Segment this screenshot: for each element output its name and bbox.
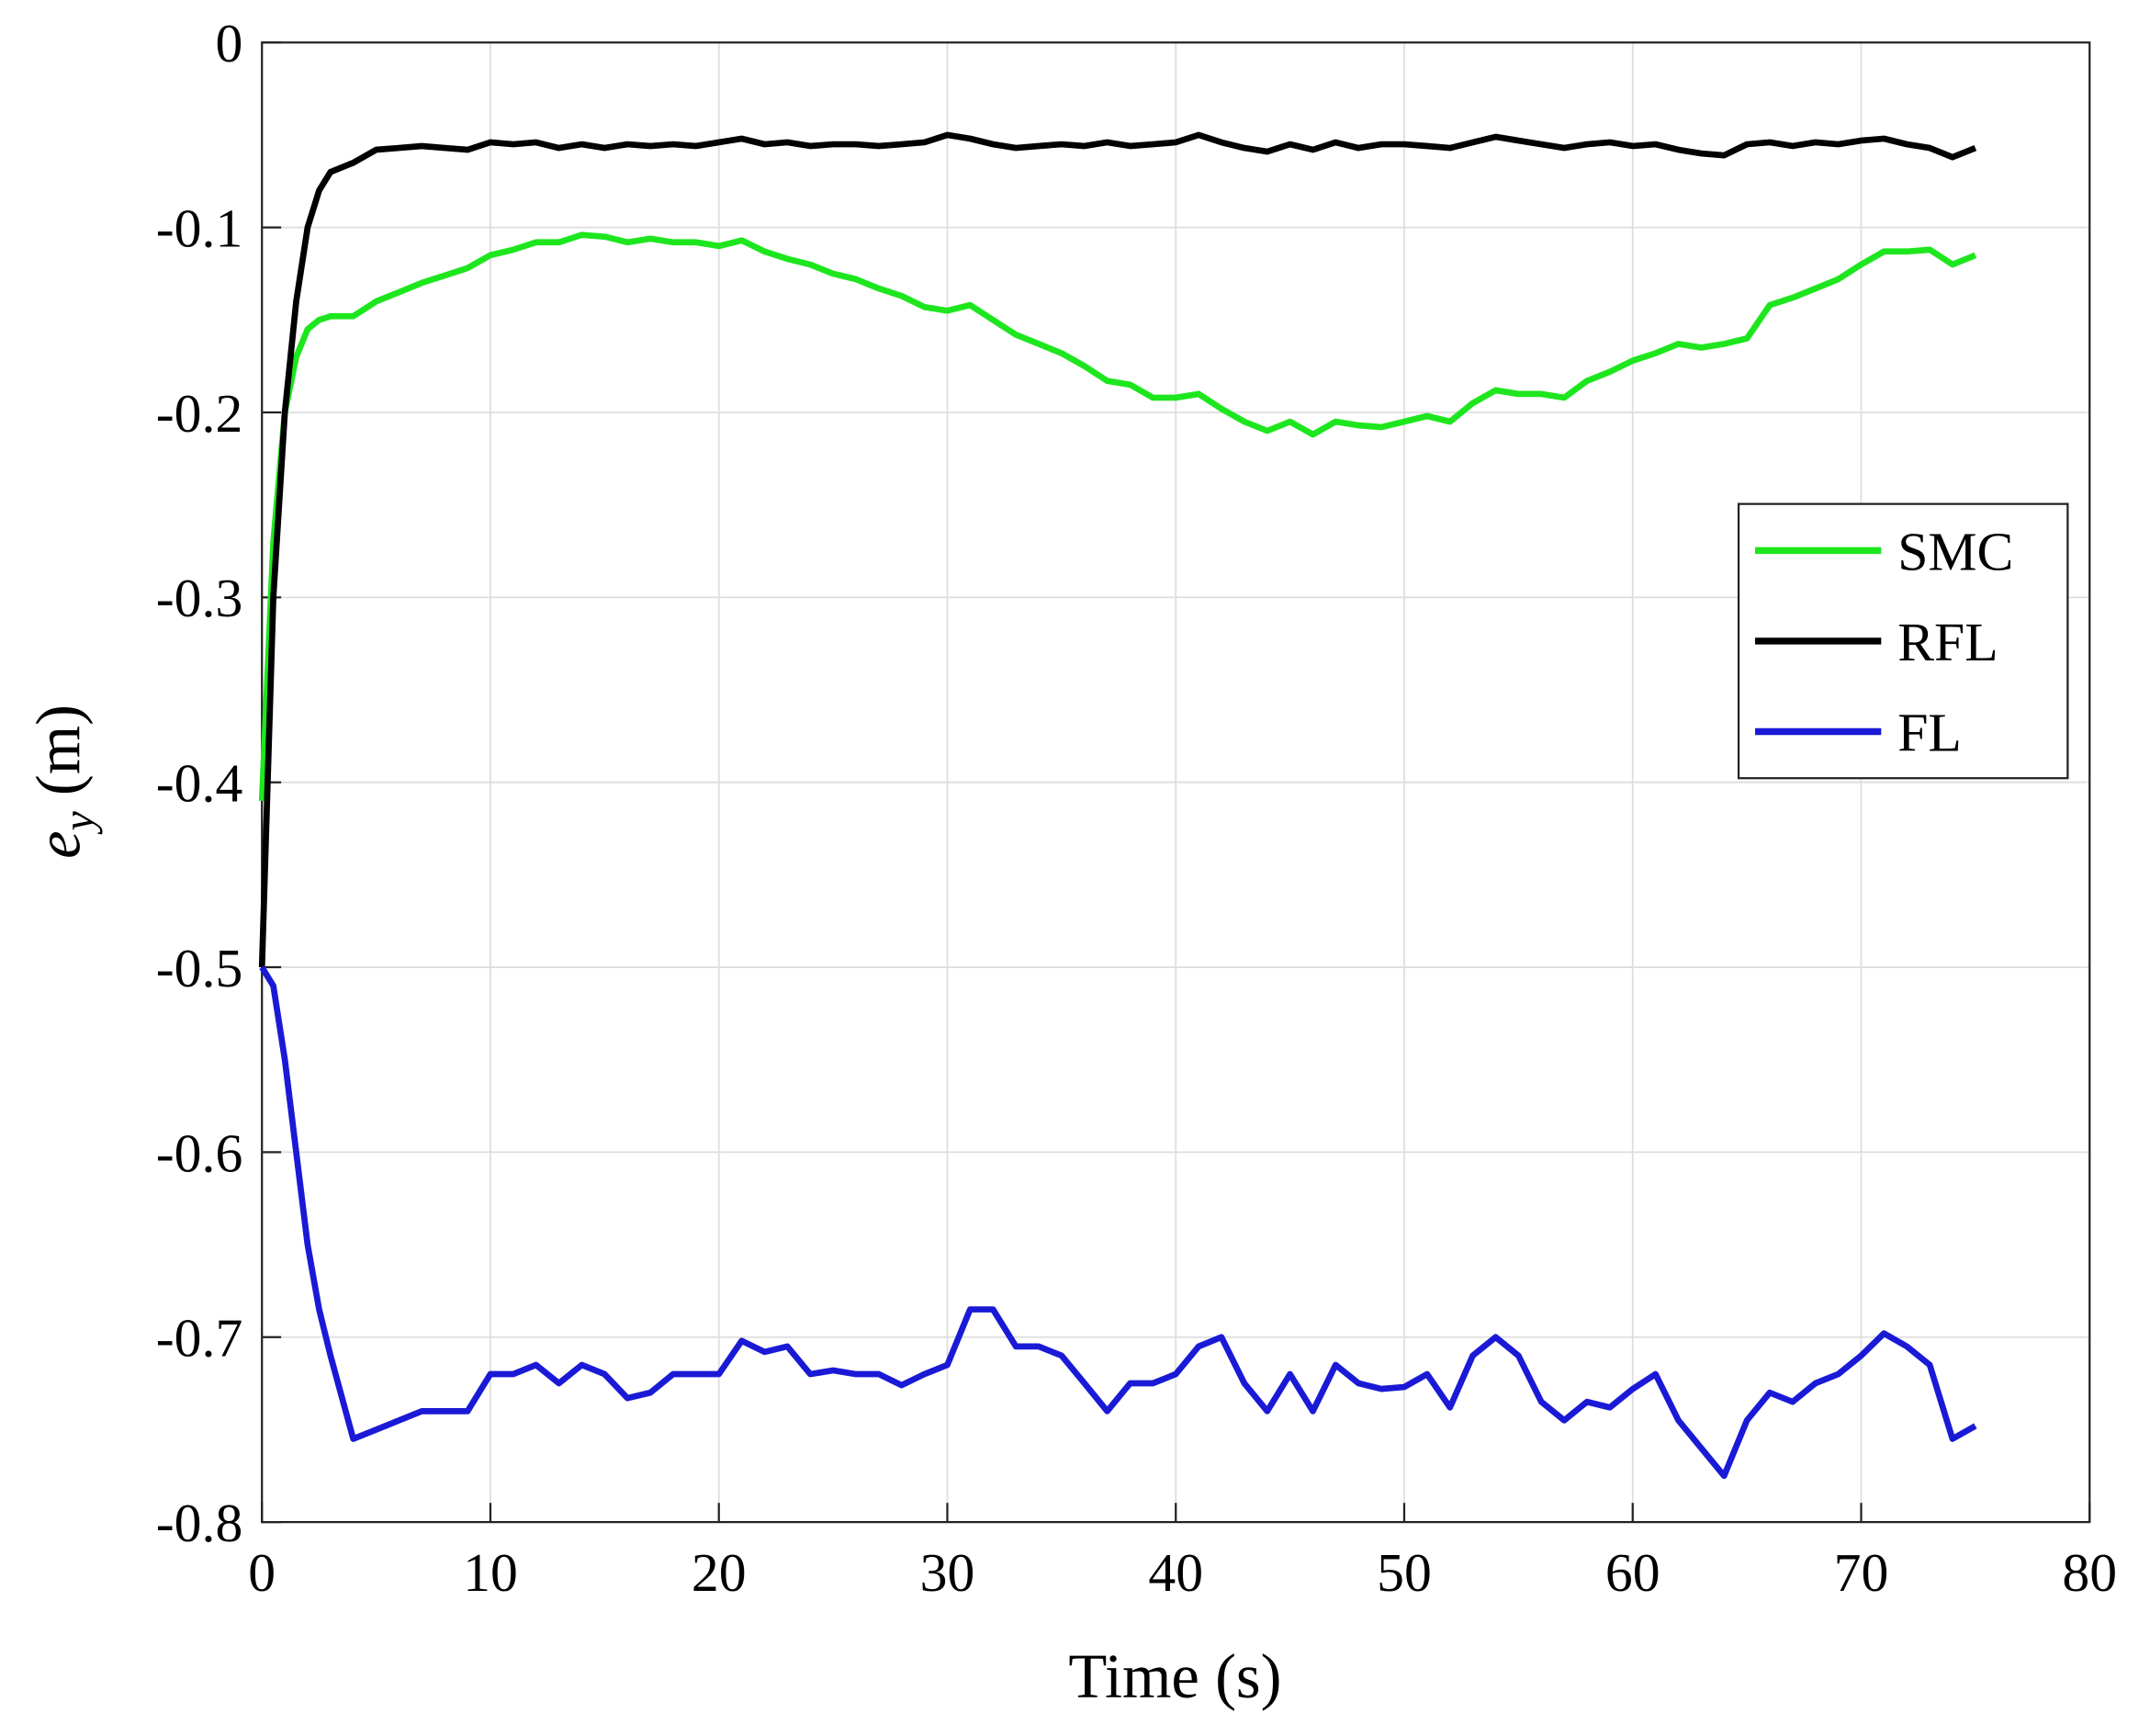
- y-tick-label: -0.5: [156, 938, 243, 998]
- x-tick-label: 70: [1834, 1542, 1889, 1603]
- y-tick-label: -0.8: [156, 1493, 243, 1553]
- y-tick-label: -0.7: [156, 1308, 243, 1369]
- series-line: [259, 965, 1977, 1480]
- x-tick-label: 10: [463, 1542, 518, 1603]
- y-tick-label: -0.1: [156, 198, 243, 259]
- x-tick-label: 20: [692, 1542, 747, 1603]
- legend-label: SMC: [1897, 521, 2013, 581]
- y-tick-label: -0.3: [156, 568, 243, 628]
- legend-label: FL: [1897, 702, 1962, 762]
- y-axis-label: ey (m): [24, 705, 104, 859]
- y-tick-label: -0.4: [156, 753, 243, 814]
- legend-label: RFL: [1897, 612, 1998, 672]
- x-axis-label: Time (s): [1068, 1641, 1281, 1711]
- x-tick-label: 40: [1148, 1542, 1203, 1603]
- x-tick-label: 60: [1605, 1542, 1660, 1603]
- x-tick-label: 80: [2062, 1542, 2117, 1603]
- x-tick-label: 30: [920, 1542, 975, 1603]
- y-tick-label: -0.6: [156, 1122, 243, 1183]
- y-tick-label: 0: [215, 13, 242, 73]
- x-tick-label: 0: [248, 1542, 276, 1603]
- series-line: [258, 131, 1977, 968]
- y-tick-label: -0.2: [156, 383, 243, 444]
- legend: SMC RFL FL: [1737, 502, 2069, 780]
- series-line: [258, 231, 1977, 801]
- x-tick-label: 50: [1377, 1542, 1432, 1603]
